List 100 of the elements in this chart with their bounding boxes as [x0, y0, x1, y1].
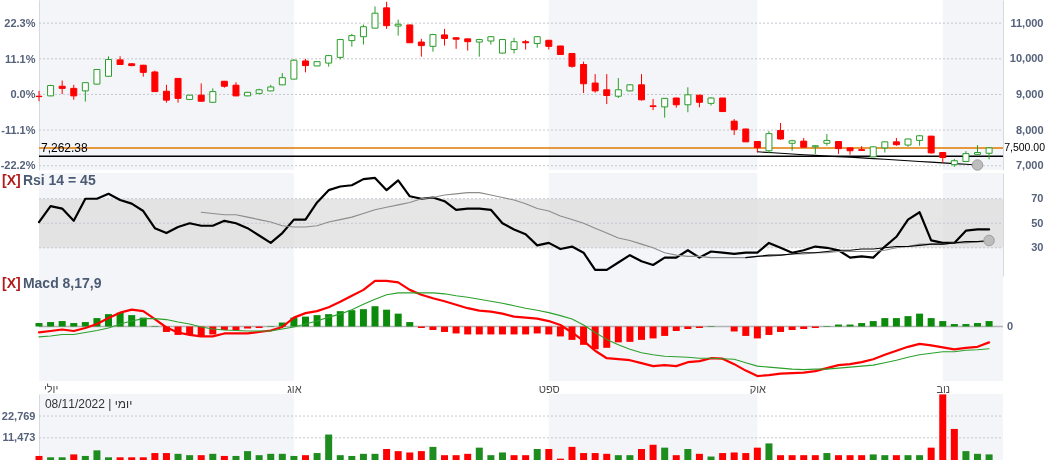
bar — [545, 449, 553, 460]
bar — [869, 454, 877, 460]
bar — [626, 326, 634, 342]
x-tick-label: אוג — [287, 382, 302, 395]
bar — [649, 326, 657, 339]
bar — [441, 326, 449, 332]
bar — [47, 322, 55, 327]
candlestick — [81, 81, 89, 103]
bar — [70, 454, 78, 460]
bar — [962, 324, 970, 327]
bar — [209, 453, 217, 460]
bar — [220, 455, 228, 460]
bar — [93, 450, 101, 460]
bar — [916, 313, 924, 327]
y-tick-label: 30 — [1031, 241, 1044, 254]
bar — [580, 453, 588, 460]
bar — [325, 434, 333, 460]
annotation: 08/11/2022 | יומי — [44, 397, 133, 411]
bar — [765, 443, 773, 460]
chart-title: Macd 8,17,9 — [22, 275, 102, 291]
bar — [788, 455, 796, 460]
candlestick — [359, 24, 367, 46]
candlestick — [35, 90, 43, 102]
y-tick-label: 11,473 — [2, 431, 36, 444]
candlestick — [823, 133, 831, 147]
bar — [197, 455, 205, 460]
candlestick — [684, 86, 692, 113]
ref-line-label: 0 — [1007, 319, 1014, 332]
candlestick — [371, 5, 379, 30]
bar — [417, 451, 425, 460]
bar — [927, 318, 935, 327]
candlestick — [591, 73, 599, 94]
bar — [742, 326, 750, 336]
bar — [858, 455, 866, 460]
candlestick — [197, 82, 205, 103]
bar — [522, 455, 530, 460]
bar — [498, 452, 506, 460]
bar — [359, 453, 367, 460]
bar — [348, 455, 356, 460]
bar — [846, 455, 854, 460]
bar — [406, 322, 414, 327]
ref-line-label: 7,500.00 — [1004, 140, 1046, 153]
candlestick — [788, 139, 796, 152]
bar — [186, 455, 194, 460]
candlestick — [406, 24, 414, 44]
bar — [429, 446, 437, 460]
bar — [301, 455, 309, 460]
text: [X] — [2, 172, 21, 188]
y-tick-label: 50 — [1031, 216, 1044, 229]
y-tick-label: 70 — [1031, 192, 1044, 205]
chart-title: Rsi 14 = 45 — [22, 172, 96, 188]
bar — [811, 455, 819, 460]
bar — [695, 453, 703, 460]
y2-tick-label: 22.3% — [4, 16, 36, 29]
bar — [336, 455, 344, 460]
bar — [661, 447, 669, 460]
candlestick — [765, 130, 773, 154]
bar — [128, 457, 136, 460]
bar — [70, 323, 78, 327]
y-tick-label: 22,769 — [1, 409, 36, 422]
bar — [719, 453, 727, 460]
candlestick — [383, 1, 391, 30]
candlestick — [638, 73, 645, 101]
bar — [174, 453, 182, 460]
bar — [916, 455, 924, 460]
bar — [162, 453, 170, 460]
bar — [684, 449, 692, 460]
candlestick — [105, 55, 113, 78]
bar — [927, 447, 935, 460]
bar — [441, 455, 449, 460]
candlestick — [649, 98, 657, 111]
bar — [800, 455, 808, 460]
bar — [81, 455, 89, 460]
y-tick-label: 8,000 — [1015, 123, 1044, 136]
bar — [834, 455, 842, 460]
bar — [753, 326, 761, 339]
bar — [603, 326, 611, 348]
bar — [394, 451, 402, 460]
bar — [58, 321, 66, 327]
x-tick-label: נוב — [936, 382, 951, 395]
bar — [116, 457, 124, 460]
bar — [406, 452, 414, 460]
bar — [881, 318, 889, 327]
bar — [765, 326, 773, 335]
bar — [823, 453, 831, 460]
bar — [105, 457, 113, 460]
bar — [603, 453, 611, 460]
bar — [881, 455, 889, 460]
bar — [47, 457, 55, 460]
candlestick — [580, 61, 588, 94]
bar — [753, 447, 761, 460]
bar — [336, 311, 344, 327]
bar — [950, 428, 958, 460]
bar — [371, 306, 379, 327]
bar — [348, 310, 356, 327]
bar — [626, 455, 634, 460]
bar — [81, 322, 89, 327]
bar — [904, 316, 912, 327]
bar — [568, 446, 576, 460]
bar — [974, 453, 982, 460]
